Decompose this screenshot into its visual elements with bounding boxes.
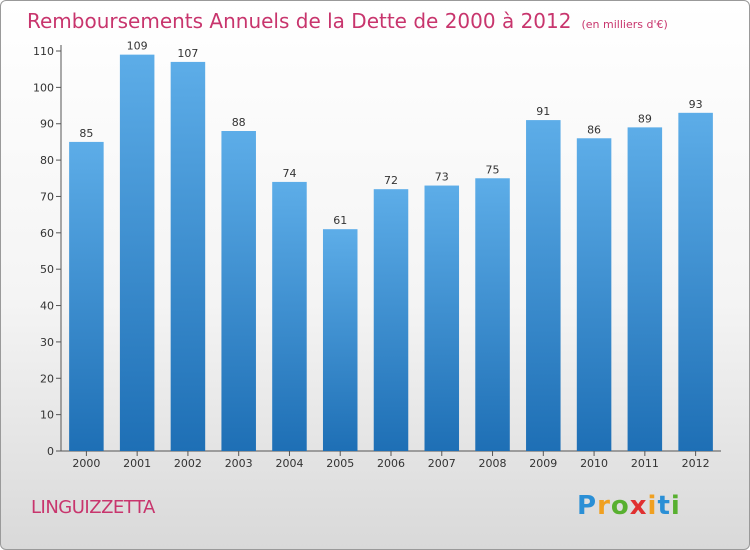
data-label-2002: 107 (177, 47, 198, 60)
bar-2000 (69, 141, 104, 451)
data-label-2008: 75 (486, 163, 500, 176)
y-tick-label-40: 40 (40, 300, 54, 313)
y-tick-label-110: 110 (33, 45, 54, 58)
bar-2002 (170, 61, 206, 452)
x-tick-label-2008: 2008 (479, 457, 507, 470)
x-tick-label-2007: 2007 (428, 457, 456, 470)
x-tick-label-2006: 2006 (377, 457, 405, 470)
data-label-2004: 74 (282, 167, 296, 180)
data-label-2009: 91 (536, 105, 550, 118)
y-tick-label-0: 0 (47, 445, 54, 458)
logo-letter: r (597, 491, 611, 521)
bar-2005 (322, 229, 358, 451)
chart-unit: (en milliers d'€) (581, 18, 668, 31)
y-tick-label-30: 30 (40, 336, 54, 349)
bar-2011 (627, 127, 663, 451)
bar-2003 (221, 131, 256, 451)
bars (69, 54, 713, 452)
data-label-2011: 89 (638, 112, 652, 125)
x-tick-label-2012: 2012 (682, 457, 710, 470)
bar-2004 (272, 181, 307, 451)
x-tick-label-2000: 2000 (72, 457, 100, 470)
x-tick-label-2005: 2005 (326, 457, 354, 470)
x-tick-label-2011: 2011 (631, 457, 659, 470)
data-label-2001: 109 (127, 40, 148, 53)
logo-letter: P (577, 491, 598, 521)
data-label-2003: 88 (232, 116, 246, 129)
chart-title: Remboursements Annuels de la Dette de 20… (27, 9, 668, 33)
y-tick-label-60: 60 (40, 227, 54, 240)
chart-title-text: Remboursements Annuels de la Dette de 20… (27, 9, 572, 33)
x-tick-label-2003: 2003 (225, 457, 253, 470)
y-tick-label-20: 20 (40, 372, 54, 385)
y-tick-label-90: 90 (40, 118, 54, 131)
logo-letter: o (610, 491, 630, 521)
x-tick-label-2002: 2002 (174, 457, 202, 470)
x-tick-label-2009: 2009 (529, 457, 557, 470)
x-tick-label-2010: 2010 (580, 457, 608, 470)
data-label-2005: 61 (333, 214, 347, 227)
bar-2006 (373, 189, 409, 451)
data-label-2007: 73 (435, 171, 449, 184)
data-label-2012: 93 (689, 98, 703, 111)
logo-letter: x (629, 491, 648, 521)
axes: 0 10 20 30 40 50 60 70 80 90 100 110 2000 2001 2002 200… (33, 45, 721, 470)
bar-2009 (526, 120, 561, 451)
y-tick-label-50: 50 (40, 263, 54, 276)
bar-2001 (119, 54, 155, 452)
bar-2010 (576, 138, 612, 452)
proxiti-logo: Proxiti (577, 491, 681, 521)
location-name: LINGUIZZETTA (31, 497, 155, 518)
y-tick-label-100: 100 (33, 81, 54, 94)
y-tick-label-70: 70 (40, 190, 54, 203)
data-labels: 85 109 107 88 74 61 72 73 75 91 86 89 93 (79, 40, 702, 228)
bar-2007 (424, 185, 460, 451)
bar-2008 (475, 178, 510, 452)
data-label-2000: 85 (79, 127, 93, 140)
logo-letter: i (647, 491, 658, 521)
x-tick-label-2004: 2004 (275, 457, 303, 470)
data-label-2006: 72 (384, 174, 398, 187)
logo-letter: i (670, 491, 681, 521)
y-tick-label-80: 80 (40, 154, 54, 167)
y-tick-label-10: 10 (40, 409, 54, 422)
logo-letter: t (657, 491, 671, 521)
x-tick-label-2001: 2001 (123, 457, 151, 470)
bar-2012 (678, 112, 713, 452)
data-label-2010: 86 (587, 123, 601, 136)
